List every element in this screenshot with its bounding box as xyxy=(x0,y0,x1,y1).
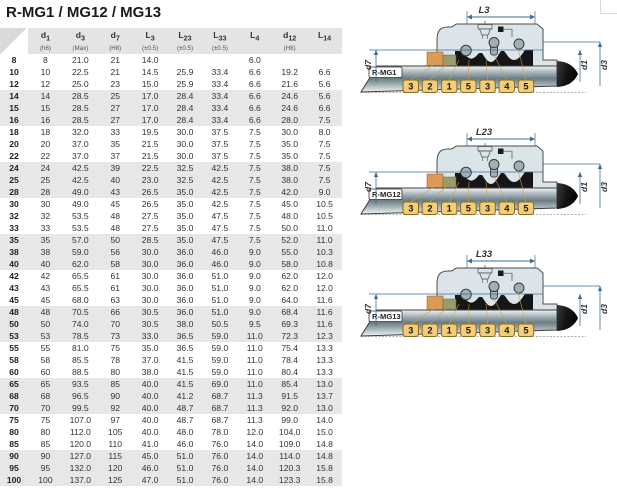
svg-text:L23: L23 xyxy=(476,127,493,138)
svg-text:2: 2 xyxy=(427,204,432,214)
svg-text:d1: d1 xyxy=(579,182,589,192)
svg-text:2: 2 xyxy=(427,326,432,336)
svg-text:3: 3 xyxy=(408,326,413,336)
svg-text:d7: d7 xyxy=(363,181,373,192)
svg-text:L3: L3 xyxy=(478,5,490,16)
svg-text:3: 3 xyxy=(485,82,490,92)
svg-text:5: 5 xyxy=(523,82,528,92)
svg-text:d7: d7 xyxy=(363,303,373,314)
svg-text:5: 5 xyxy=(466,82,471,92)
svg-text:5: 5 xyxy=(523,326,528,336)
svg-text:2: 2 xyxy=(427,82,432,92)
svg-text:d7: d7 xyxy=(363,59,373,70)
svg-text:1: 1 xyxy=(447,326,452,336)
svg-text:d3: d3 xyxy=(599,304,609,314)
svg-text:1: 1 xyxy=(447,204,452,214)
svg-text:5: 5 xyxy=(466,204,471,214)
svg-text:d1: d1 xyxy=(579,304,589,314)
svg-text:5: 5 xyxy=(523,204,528,214)
svg-text:d3: d3 xyxy=(599,60,609,70)
svg-text:5: 5 xyxy=(466,326,471,336)
svg-text:4: 4 xyxy=(504,326,510,336)
svg-text:d3: d3 xyxy=(599,182,609,192)
svg-text:d1: d1 xyxy=(579,60,589,70)
svg-text:L33: L33 xyxy=(476,249,493,260)
svg-text:3: 3 xyxy=(485,204,490,214)
svg-text:4: 4 xyxy=(504,82,510,92)
svg-text:4: 4 xyxy=(504,204,510,214)
svg-text:3: 3 xyxy=(485,326,490,336)
svg-text:1: 1 xyxy=(447,82,452,92)
svg-text:3: 3 xyxy=(408,82,413,92)
svg-text:3: 3 xyxy=(408,204,413,214)
